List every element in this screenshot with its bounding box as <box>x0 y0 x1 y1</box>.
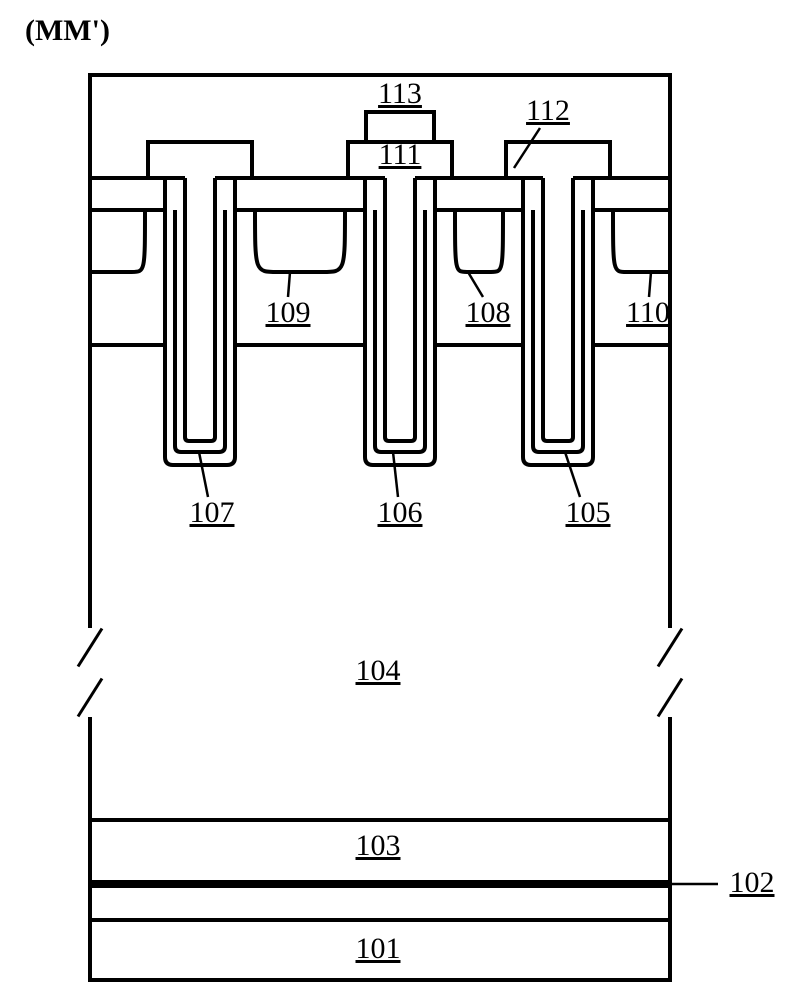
contact-cap-0 <box>148 142 252 178</box>
label-111: 111 <box>379 138 422 171</box>
trench-oxide-inner-2 <box>533 210 583 452</box>
label-113: 113 <box>378 77 422 110</box>
label-109: 109 <box>266 296 311 329</box>
label-112: 112 <box>526 94 570 127</box>
label-107: 107 <box>190 496 235 529</box>
label-103: 103 <box>356 829 401 862</box>
trench-poly-2 <box>543 178 573 441</box>
section-label: (MM') <box>25 14 110 47</box>
label-104: 104 <box>356 654 401 687</box>
trench-oxide-inner-0 <box>175 210 225 452</box>
label-110: 110 <box>626 296 670 329</box>
break-left-mask <box>80 628 100 717</box>
trench-poly-1 <box>385 178 415 441</box>
leader-l109 <box>288 272 290 297</box>
leader-l108 <box>468 272 483 297</box>
contact-cap-2 <box>506 142 610 178</box>
label-108: 108 <box>466 296 511 329</box>
well-0 <box>92 210 145 272</box>
label-102: 102 <box>730 866 775 899</box>
trench-oxide-inner-1 <box>375 210 425 452</box>
leader-l112 <box>514 128 540 168</box>
break-right-mask <box>660 628 680 717</box>
well-2 <box>455 210 503 272</box>
label-105: 105 <box>566 496 611 529</box>
cross-section-diagram: (MM') 101 102 103 104 105 106 107 108 109 110 111 11… <box>0 0 811 1000</box>
label-106: 106 <box>378 496 423 529</box>
diagram-container: (MM') 101 102 103 104 105 106 107 108 109 110 111 11… <box>0 0 811 1000</box>
label-101: 101 <box>356 932 401 965</box>
well-3 <box>613 210 668 272</box>
leader-l105 <box>565 452 580 497</box>
leader-l107 <box>199 452 208 497</box>
trench-poly-0 <box>185 178 215 441</box>
leader-l110 <box>649 272 651 297</box>
leader-l106 <box>393 452 398 497</box>
well-1 <box>255 210 345 272</box>
